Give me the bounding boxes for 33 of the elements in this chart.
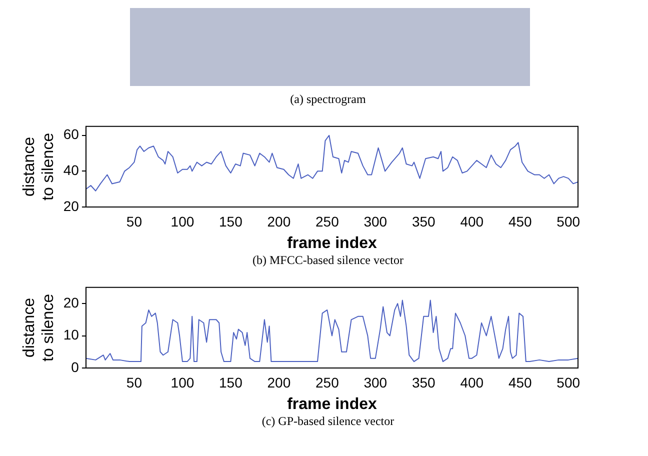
- x-axis-title: frame index: [287, 396, 377, 413]
- x-tick-label: 400: [460, 374, 484, 390]
- text: (c) GP-based silence vector: [260, 414, 396, 429]
- x-tick-label: 350: [412, 213, 436, 230]
- x-tick-label: 350: [412, 374, 436, 390]
- x-axis-title: frame index: [287, 234, 377, 252]
- x-tick-label: 50: [126, 213, 142, 230]
- y-tick-label: 20: [63, 198, 80, 214]
- y-axis-title: distance to silence: [21, 294, 58, 362]
- y-tick-label: 20: [63, 294, 80, 310]
- x-tick-label: 150: [219, 374, 243, 390]
- text: (b) MFCC-based silence vector: [252, 253, 404, 268]
- x-tick-label: 150: [219, 213, 243, 230]
- x-tick-label: 250: [315, 213, 340, 230]
- x-tick-label: 500: [556, 213, 580, 230]
- y-tick-label: 0: [71, 358, 80, 375]
- text: (a) spectrogram: [289, 92, 367, 107]
- x-tick-label: 300: [364, 213, 388, 230]
- y-axis-title: distance to silence: [21, 132, 58, 200]
- y-tick-label: 10: [63, 326, 80, 343]
- x-tick-label: 250: [315, 374, 340, 390]
- x-tick-label: 450: [508, 213, 532, 230]
- x-tick-label: 200: [267, 374, 291, 390]
- x-tick-label: 500: [556, 374, 580, 390]
- x-tick-label: 450: [508, 374, 532, 390]
- y-tick-label: 60: [63, 126, 80, 142]
- y-tick-label: 40: [63, 162, 80, 178]
- x-tick-label: 300: [364, 374, 388, 390]
- x-tick-label: 200: [267, 213, 291, 230]
- x-tick-label: 400: [460, 213, 484, 230]
- x-tick-label: 100: [170, 213, 194, 230]
- x-tick-label: 100: [170, 374, 194, 390]
- x-tick-label: 50: [126, 374, 142, 390]
